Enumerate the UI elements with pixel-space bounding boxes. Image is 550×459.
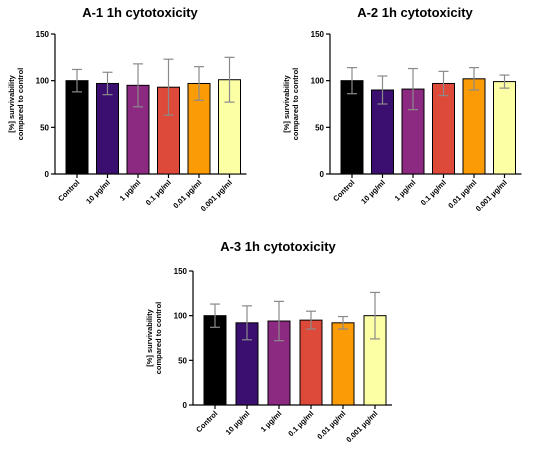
bar <box>340 80 364 175</box>
x-tick-label: Control <box>331 178 356 203</box>
y-axis-label-line: [%] survivability <box>7 74 16 132</box>
chart-a2: A-2 1h cytotoxicity [%] survivabilitycomp… <box>282 5 522 213</box>
y-axis-label-line: compared to control <box>291 68 300 141</box>
bar <box>331 322 355 406</box>
x-tick-label: 0.1 µg/ml <box>286 409 315 438</box>
chart-a1: A-1 1h cytotoxicity [%] survivabilitycomp… <box>7 5 247 213</box>
y-axis-label: [%] survivabilitycompared to control <box>7 68 25 141</box>
y-tick-label: 0 <box>45 170 50 179</box>
bar <box>65 80 89 175</box>
y-tick-label: 100 <box>311 77 325 86</box>
bar <box>299 319 323 406</box>
x-tick-label: 1 µg/ml <box>259 409 284 434</box>
x-tick-label: 0.001 µg/ml <box>344 409 379 444</box>
x-tick-label: 0.001 µg/ml <box>474 178 509 213</box>
bar <box>462 78 486 175</box>
x-tick-label: 10 µg/ml <box>359 178 387 206</box>
y-tick-label: 50 <box>315 123 324 132</box>
x-tick-label: Control <box>194 409 219 434</box>
chart-title: A-2 1h cytotoxicity <box>357 5 473 20</box>
bar <box>432 82 455 175</box>
y-axis-label: [%] survivabilitycompared to control <box>145 302 163 375</box>
x-tick-label: 0.1 µg/ml <box>144 178 173 207</box>
y-tick-label: 0 <box>320 170 325 179</box>
y-tick-label: 0 <box>183 401 188 410</box>
x-tick-label: 0.01 µg/ml <box>446 178 478 210</box>
x-tick-label: 10 µg/ml <box>84 178 112 206</box>
x-tick-label: 0.1 µg/ml <box>419 178 448 207</box>
y-axis-label-line: compared to control <box>16 68 25 141</box>
x-tick-label: 1 µg/ml <box>393 178 418 203</box>
chart-a3: A-3 1h cytotoxicity [%] survivabilitycomp… <box>145 239 392 444</box>
y-axis-label-line: [%] survivability <box>282 74 291 132</box>
chart-title: A-1 1h cytotoxicity <box>82 5 198 20</box>
y-tick-label: 100 <box>174 312 188 321</box>
bar <box>96 82 119 175</box>
x-tick-label: 10 µg/ml <box>224 409 252 437</box>
chart-title: A-3 1h cytotoxicity <box>220 239 336 254</box>
y-axis-label: [%] survivabilitycompared to control <box>282 68 300 141</box>
x-tick-label: 0.001 µg/ml <box>199 178 234 213</box>
y-axis-label-line: [%] survivability <box>145 308 154 366</box>
y-tick-label: 100 <box>36 77 50 86</box>
y-tick-label: 150 <box>36 30 50 39</box>
x-tick-label: 0.01 µg/ml <box>171 178 203 210</box>
y-tick-label: 50 <box>178 356 187 365</box>
x-tick-label: 0.01 µg/ml <box>315 409 347 441</box>
chart-panel-a2: A-2 1h cytotoxicity [%] survivabilitycomp… <box>275 0 550 230</box>
bar <box>493 81 516 175</box>
y-axis-label-line: compared to control <box>154 302 163 375</box>
x-tick-label: Control <box>56 178 81 203</box>
y-tick-label: 150 <box>174 267 188 276</box>
y-tick-label: 50 <box>40 123 49 132</box>
y-tick-label: 150 <box>311 30 325 39</box>
bar <box>203 315 227 406</box>
chart-panel-a3: A-3 1h cytotoxicity [%] survivabilitycomp… <box>138 234 413 454</box>
chart-panel-a1: A-1 1h cytotoxicity [%] survivabilitycomp… <box>0 0 275 230</box>
x-tick-label: 1 µg/ml <box>118 178 143 203</box>
